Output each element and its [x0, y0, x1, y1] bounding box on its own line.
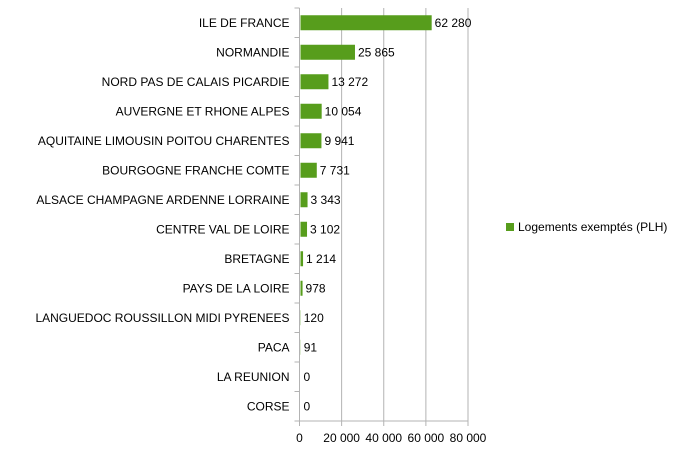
x-tick-label: 20 000: [323, 431, 360, 445]
bar: [301, 15, 432, 30]
bar: [301, 281, 303, 296]
x-tick-label: 40 000: [365, 431, 402, 445]
data-label: 91: [304, 340, 318, 354]
data-label: 120: [304, 311, 324, 325]
x-tick-label: 0: [296, 431, 303, 445]
x-tick-label: 60 000: [408, 431, 445, 445]
bar: [301, 74, 329, 89]
bars: [301, 15, 432, 355]
bar: [301, 104, 322, 119]
data-labels: 62 280 25 865 13 272 10 054 9 941 7 731 3 343 3…: [304, 16, 472, 414]
data-label: 25 865: [358, 45, 395, 59]
bar: [301, 45, 355, 60]
data-label: 3 343: [311, 193, 341, 207]
data-label: 0: [304, 399, 311, 413]
bar: [301, 222, 308, 237]
gridlines: [342, 8, 468, 421]
bar: [301, 192, 308, 207]
category-label: AQUITAINE LIMOUSIN POITOU CHARENTES: [38, 134, 290, 148]
category-label: PAYS DE LA LOIRE: [183, 281, 290, 295]
category-label: ALSACE CHAMPAGNE ARDENNE LORRAINE: [36, 193, 289, 207]
data-label: 1 214: [306, 252, 336, 266]
bar: [301, 251, 304, 266]
data-label: 978: [306, 281, 326, 295]
category-label: PACA: [258, 340, 290, 354]
category-label: ILE DE FRANCE: [199, 16, 290, 30]
category-label: NORD PAS DE CALAIS PICARDIE: [102, 75, 290, 89]
legend-label: Logements exemptés (PLH): [518, 220, 667, 234]
data-label: 0: [304, 370, 311, 384]
data-label: 62 280: [435, 16, 472, 30]
legend: Logements exemptés (PLH): [506, 220, 667, 234]
category-label: CENTRE VAL DE LOIRE: [156, 222, 289, 236]
category-label: CORSE: [247, 399, 290, 413]
category-label: AUVERGNE ET RHONE ALPES: [116, 104, 290, 118]
x-tick-labels: 0 20 000 40 000 60 000 80 000: [296, 431, 487, 445]
data-label: 13 272: [331, 75, 368, 89]
category-label: LA REUNION: [217, 370, 290, 384]
bar: [301, 133, 322, 148]
axes: [295, 8, 469, 426]
legend-swatch: [506, 223, 514, 231]
data-label: 9 941: [324, 134, 354, 148]
category-labels: ILE DE FRANCE NORMANDIE NORD PAS DE CALAIS…: [35, 16, 289, 414]
category-label: NORMANDIE: [216, 45, 289, 59]
category-label: LANGUEDOC ROUSSILLON MIDI PYRENEES: [35, 311, 289, 325]
data-label: 10 054: [325, 104, 362, 118]
bar: [301, 163, 317, 178]
category-label: BRETAGNE: [224, 252, 289, 266]
category-label: BOURGOGNE FRANCHE COMTE: [102, 163, 289, 177]
data-label: 7 731: [320, 163, 350, 177]
x-tick-label: 80 000: [450, 431, 487, 445]
data-label: 3 102: [310, 222, 340, 236]
